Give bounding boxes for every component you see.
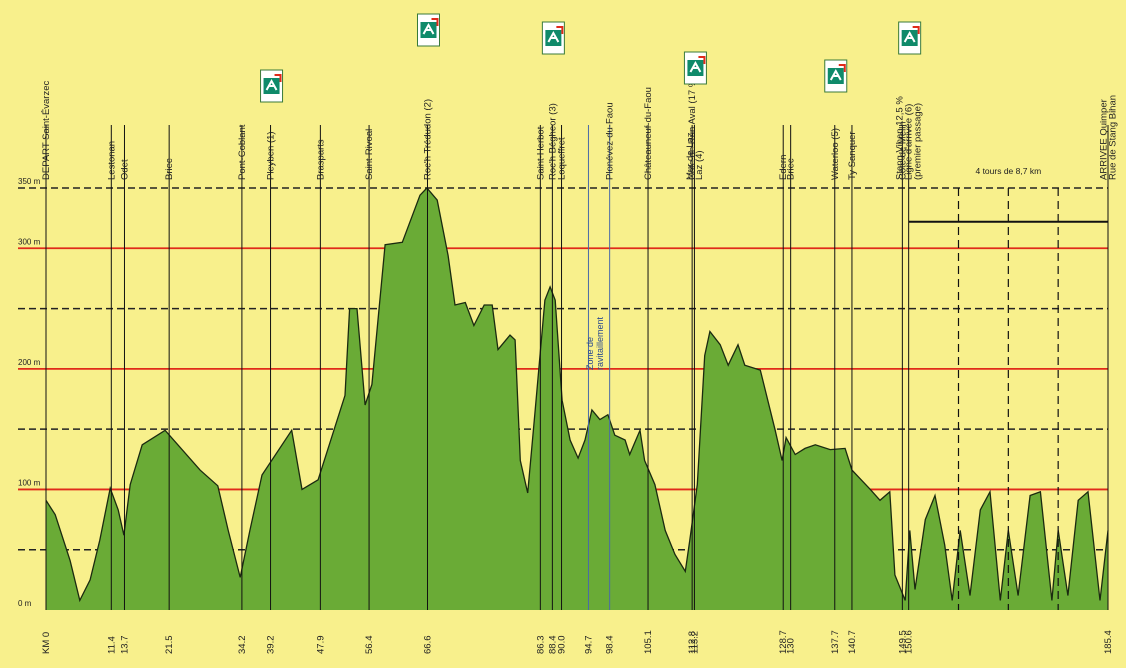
waypoint-name: Châteauneuf-du-Faou (643, 87, 654, 180)
x-tick-label: 113.2 (689, 631, 700, 654)
waypoint-name: Saint-Herbot (535, 126, 546, 180)
x-tick-label: 86.3 (535, 636, 546, 655)
x-tick-label: 47.9 (315, 636, 326, 655)
waypoint-name: DEPART Saint-Évarzec (41, 80, 52, 180)
waypoint-name: Lestonan (106, 141, 117, 180)
waypoint-name: Côte de Meilh (897, 121, 908, 180)
laps-label: 4 tours de 8,7 km (975, 166, 1041, 176)
y-tick-label: 350 m (18, 177, 41, 186)
waypoint-name: Waterloo (5) (830, 128, 841, 180)
sponsor-logo (541, 21, 565, 55)
waypoint-name: Mur de Laz (685, 132, 696, 180)
supply-zone-label: ravitaillement (595, 316, 605, 370)
waypoint-name: Pont-Coblant (237, 124, 248, 180)
y-tick-label: 100 m (18, 478, 41, 487)
waypoint-name: Laz (4) (694, 150, 705, 180)
waypoint-name: Saint-Rivoal (364, 129, 375, 180)
x-tick-label: 88.4 (547, 636, 558, 655)
waypoint-name: Rue de Stang Bihan (1108, 95, 1119, 180)
x-tick-label: 185.4 (1103, 630, 1114, 654)
waypoint-name: Loqueffret (557, 137, 568, 180)
logo-stroke (689, 60, 702, 73)
supply-zone-label: Zone de (585, 337, 595, 370)
profile-line (45, 187, 1109, 603)
logo-stroke (265, 78, 278, 91)
x-tick-label: 21.5 (164, 636, 175, 655)
profile-area (46, 188, 1108, 610)
x-tick-label: 11.4 (106, 636, 117, 654)
profile (45, 187, 1109, 610)
x-tick-label: 90.0 (557, 636, 568, 655)
waypoint-name: Briec (164, 158, 175, 180)
y-tick-label: 300 m (18, 237, 41, 246)
logo-stroke (547, 30, 560, 43)
logo-flag (431, 18, 439, 26)
x-tick-label: 140.7 (847, 630, 858, 654)
waypoint-name: Ty Sanquer (847, 131, 858, 180)
waypoint-name: Roc'h Trédudon (2) (422, 99, 433, 180)
labels: 0 m 100 m 200 m 300 m 350 m KM 0 DEPART Saint-… (18, 13, 1119, 655)
x-tick-label: 130 (786, 638, 797, 654)
waypoint-name: Edern (778, 155, 789, 180)
logo-flag (274, 74, 282, 82)
x-tick-label: 56.4 (364, 636, 375, 655)
waypoint-name: (premier passage) (913, 103, 924, 180)
y-tick-label: 200 m (18, 358, 41, 367)
waypoint-lines (45, 125, 1109, 610)
waypoint-name: Brasparts (315, 139, 326, 180)
logo-stroke (422, 22, 435, 35)
x-tick-label: 98.4 (605, 636, 616, 655)
waypoint-name: Plonévez-du-Faou (605, 102, 616, 180)
waypoint-name: ARRIVEE Quimper (1099, 99, 1110, 180)
waypoint-name: Stang Vihan 12,5 % (895, 96, 906, 180)
x-tick-label: KM 0 (41, 632, 52, 654)
logo-flag (912, 26, 920, 34)
logo-flag (556, 26, 564, 34)
x-tick-label: 66.6 (422, 636, 433, 655)
x-tick-label: 150.6 (904, 630, 915, 654)
sponsor-logo (898, 21, 922, 55)
waypoint-name: Briec (786, 158, 797, 180)
x-tick-label: 34.2 (237, 636, 248, 655)
waypoint-name: Roc'h Bégheor (3) (547, 103, 558, 180)
x-tick-label: 105.1 (643, 630, 654, 654)
x-tick-label: 137.7 (830, 630, 841, 654)
x-tick-label: 13.7 (119, 636, 130, 655)
y-tick-label: 0 m (18, 599, 32, 608)
waypoint-name: Pleyben (1) (266, 131, 277, 180)
logo-flag (698, 56, 706, 64)
sponsor-logo (683, 51, 707, 85)
sponsor-logo (824, 59, 848, 93)
logo-flag (838, 64, 846, 72)
waypoint-name: Côte de Run Aval (17 %) (687, 76, 698, 180)
sponsor-logo (260, 69, 284, 103)
waypoint-name: Odet (119, 159, 130, 180)
x-tick-label: 128.7 (778, 630, 789, 654)
x-tick-label: 94.7 (583, 636, 594, 655)
logo-stroke (903, 30, 916, 43)
x-tick-label: 39.2 (266, 636, 277, 655)
x-tick-label: 149.5 (897, 630, 908, 654)
waypoint-name: Ligne d'arrivée (6) (904, 104, 915, 180)
logo-stroke (829, 68, 842, 81)
sponsor-logo (416, 13, 440, 47)
x-tick-label: 112.8 (687, 631, 698, 654)
